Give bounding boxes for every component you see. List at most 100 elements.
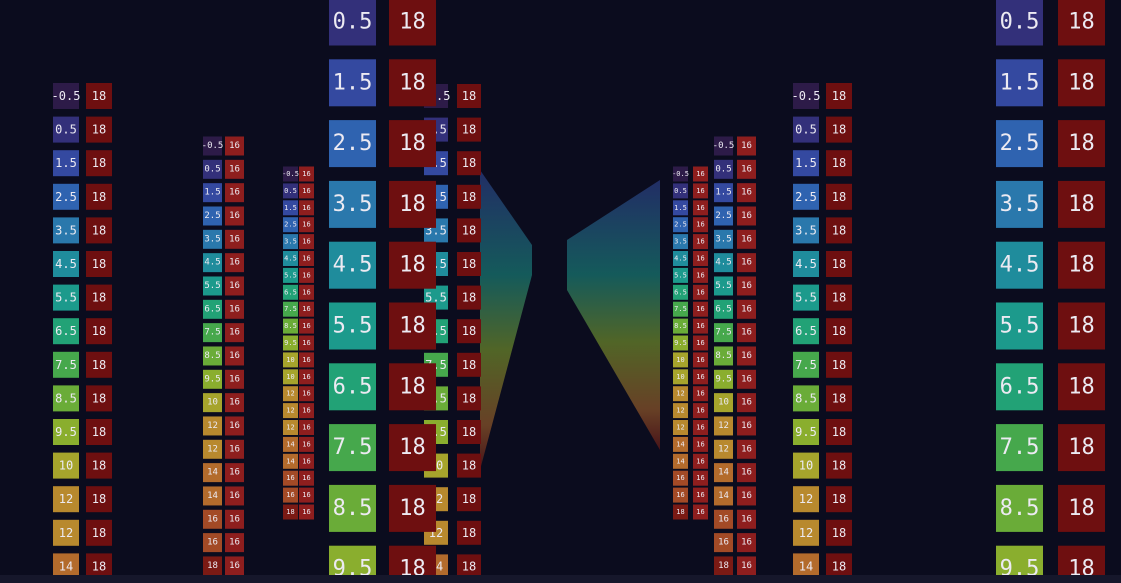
pair-label: 16 — [696, 390, 704, 398]
value-label: 1.5 — [674, 204, 687, 212]
value-label: 0.5 — [55, 123, 77, 137]
value-cell — [996, 59, 1043, 107]
value-cell — [203, 183, 222, 203]
pair-cell — [225, 253, 244, 273]
pair-label: 16 — [696, 508, 704, 516]
pair-label: 18 — [1068, 374, 1095, 399]
value-label: 12 — [718, 421, 729, 431]
pair-cell — [737, 206, 756, 226]
value-label: 12 — [676, 390, 684, 398]
value-cell — [203, 369, 222, 389]
pair-cell — [299, 369, 314, 385]
value-label: 3.5 — [55, 223, 77, 237]
pair-cell — [457, 151, 481, 176]
pair-cell — [225, 463, 244, 483]
value-cell — [283, 267, 298, 283]
pair-label: 18 — [92, 223, 106, 237]
pair-label: 18 — [399, 253, 426, 278]
pair-label: 18 — [462, 492, 476, 506]
pair-cell — [737, 439, 756, 459]
pair-label: 16 — [229, 421, 240, 431]
value-label: 0.5 — [795, 123, 817, 137]
pair-label: 16 — [696, 457, 704, 465]
pair-cell — [737, 253, 756, 273]
pair-label: 18 — [399, 314, 426, 339]
value-cell — [203, 556, 222, 575]
value-label: 8.5 — [333, 496, 373, 521]
pair-cell — [225, 416, 244, 436]
pair-cell — [457, 453, 481, 478]
value-cell — [673, 403, 688, 419]
pair-cell — [457, 352, 481, 377]
value-cell — [53, 318, 79, 345]
value-cell — [793, 419, 819, 445]
value-cell — [673, 284, 688, 300]
value-label: 3.5 — [715, 234, 731, 244]
value-label: 12 — [286, 407, 294, 415]
value-label: 10 — [718, 398, 729, 408]
value-label: 14 — [207, 468, 218, 478]
pair-label: 18 — [832, 156, 846, 170]
value-cell — [673, 504, 688, 520]
value-cell — [283, 453, 298, 469]
pair-label: 16 — [696, 440, 704, 448]
pair-cell — [457, 554, 481, 575]
value-label: 8.5 — [284, 322, 297, 330]
value-label: 5.5 — [715, 281, 731, 291]
value-cell — [996, 180, 1043, 228]
value-cell — [673, 487, 688, 503]
pair-label: 18 — [92, 559, 106, 573]
center-fan-left — [480, 170, 532, 470]
pair-label: 18 — [1068, 435, 1095, 460]
value-label: 5.5 — [425, 291, 447, 305]
pair-cell — [225, 439, 244, 459]
value-label: 7.5 — [55, 358, 77, 372]
value-label: -0.5 — [672, 170, 689, 178]
pair-cell — [1058, 180, 1105, 228]
pair-label: 18 — [462, 156, 476, 170]
value-cell — [203, 416, 222, 436]
pair-label: 16 — [302, 221, 310, 229]
pair-cell — [826, 318, 852, 345]
pair-label: 18 — [399, 70, 426, 95]
pair-cell — [693, 301, 708, 317]
value-cell — [673, 420, 688, 435]
value-cell — [283, 183, 298, 199]
pair-label: 16 — [302, 407, 310, 415]
value-label: 2.5 — [715, 211, 731, 221]
value-cell — [793, 452, 819, 479]
value-label: 1.5 — [284, 204, 297, 212]
value-label: 10 — [59, 459, 73, 473]
pair-label: 18 — [832, 459, 846, 473]
pair-label: 18 — [832, 559, 846, 573]
pair-cell — [737, 346, 756, 366]
pair-cell — [737, 183, 756, 203]
pair-label: 18 — [462, 559, 476, 573]
value-label: 8.5 — [715, 351, 731, 361]
pair-label: 18 — [832, 190, 846, 204]
pair-label: 18 — [832, 391, 846, 405]
value-label: 3.5 — [795, 223, 817, 237]
pair-label: 16 — [741, 561, 752, 571]
pair-cell — [299, 436, 314, 452]
pair-label: 18 — [399, 10, 426, 35]
value-label: 14 — [799, 559, 813, 573]
value-label: 0.5 — [204, 164, 220, 174]
pair-label: 16 — [229, 304, 240, 314]
pair-label: 16 — [302, 305, 310, 313]
pair-cell — [457, 386, 481, 411]
value-label: 8.5 — [674, 322, 687, 330]
value-cell — [673, 183, 688, 199]
value-cell — [714, 299, 733, 319]
value-cell — [53, 150, 79, 177]
value-cell — [793, 318, 819, 345]
pair-cell — [299, 217, 314, 233]
pair-cell — [1058, 59, 1105, 107]
value-cell — [793, 284, 819, 311]
value-cell — [996, 545, 1043, 575]
value-cell — [203, 299, 222, 319]
value-cell — [329, 545, 376, 575]
pair-label: 18 — [462, 123, 476, 137]
value-label: 4.5 — [284, 255, 297, 263]
pair-cell — [86, 318, 112, 345]
